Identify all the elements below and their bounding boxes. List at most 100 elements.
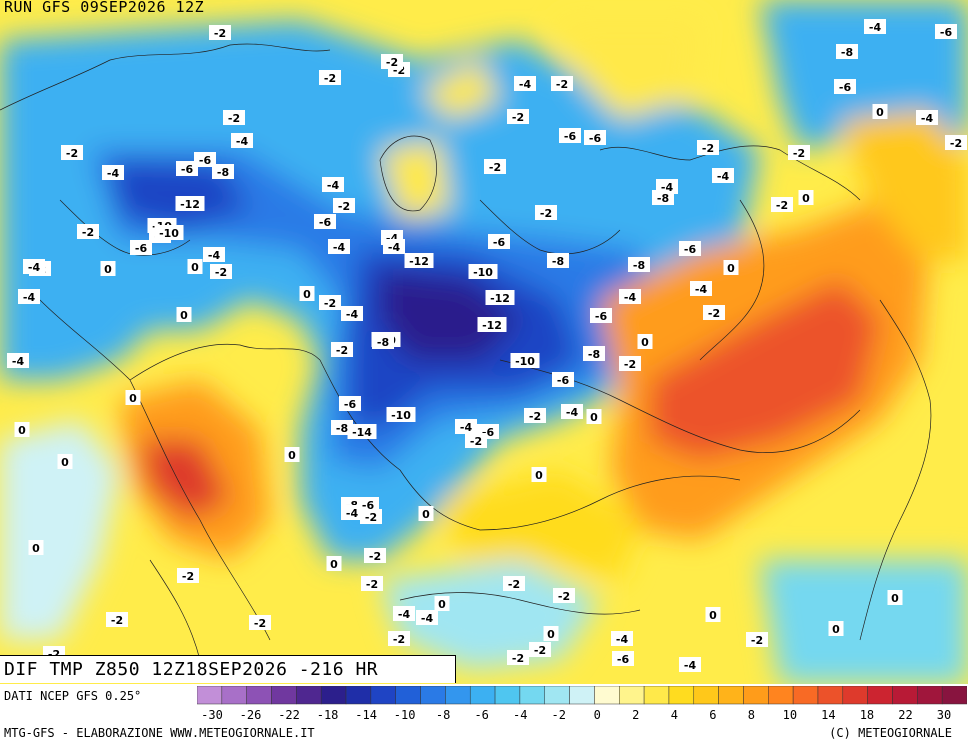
- contour-label: -6: [130, 240, 152, 255]
- contour-label-box: [386, 407, 416, 422]
- legend-tick-label: 8: [747, 708, 755, 722]
- contour-label-text: -2: [324, 72, 336, 85]
- contour-label-box: [210, 264, 232, 279]
- legend-swatch: [619, 685, 645, 705]
- contour-label-text: -2: [254, 617, 266, 630]
- contour-label: -2: [388, 631, 410, 646]
- contour-label: -6: [357, 497, 379, 512]
- contour-label-box: [798, 190, 814, 205]
- contour-label-text: 0: [832, 623, 840, 636]
- contour-label-box: [771, 197, 793, 212]
- contour-label: -8: [583, 346, 605, 361]
- contour-label-box: [357, 497, 379, 512]
- contour-label: -4: [328, 239, 350, 254]
- contour-label-box: [628, 257, 650, 272]
- contour-label-box: [679, 241, 701, 256]
- legend-tick-label: 18: [859, 708, 875, 722]
- contour-label-text: 0: [727, 262, 735, 275]
- contour-label: -6: [559, 128, 581, 143]
- contour-label-text: -4: [333, 241, 346, 254]
- contour-label: -12: [175, 196, 205, 211]
- contour-label: -6: [935, 24, 957, 39]
- contour-label-box: [333, 198, 355, 213]
- legend-tick-label: -18: [316, 708, 339, 722]
- contour-label-box: [393, 606, 415, 621]
- contour-label: -8: [628, 257, 650, 272]
- contour-label: 0: [637, 334, 653, 349]
- legend-tick-label: 14: [821, 708, 836, 722]
- contour-label-box: [561, 404, 583, 419]
- contour-label: 0: [28, 540, 44, 555]
- contour-label-box: [656, 179, 678, 194]
- contour-label: -8: [212, 164, 234, 179]
- contour-label: 0: [100, 261, 116, 276]
- contour-label-box: [552, 372, 574, 387]
- contour-label-text: -2: [624, 358, 636, 371]
- contour-label-text: -4: [460, 421, 473, 434]
- contour-label: -2: [223, 110, 245, 125]
- contour-label-box: [477, 317, 507, 332]
- legend-swatch: [668, 685, 695, 705]
- contour-label: -2: [106, 612, 128, 627]
- contour-label-box: [319, 70, 341, 85]
- contour-label: 0: [828, 621, 844, 636]
- legend-swatch: [370, 685, 396, 705]
- contour-label-text: 0: [303, 288, 311, 301]
- contour-label-text: 0: [288, 449, 296, 462]
- contour-label: -4: [23, 259, 45, 274]
- contour-label: -4: [416, 610, 438, 625]
- contour-label-text: -12: [482, 319, 502, 332]
- contour-label: -4: [679, 657, 701, 672]
- contour-label-text: -4: [421, 612, 434, 625]
- contour-label-box: [372, 334, 394, 349]
- contour-label-box: [679, 657, 701, 672]
- contour-label-text: 0: [32, 542, 40, 555]
- contour-label: -8: [547, 253, 569, 268]
- legend-swatch: [196, 685, 223, 705]
- legend-swatch: [320, 685, 347, 705]
- contour-label-text: -12: [490, 292, 510, 305]
- contour-label-text: 0: [129, 392, 137, 405]
- contour-label-box: [383, 239, 405, 254]
- contour-label-text: -8: [588, 348, 600, 361]
- contour-label-text: -4: [398, 608, 411, 621]
- contour-label: -4: [864, 19, 886, 34]
- contour-label-text: -10: [515, 355, 535, 368]
- contour-label-box: [319, 295, 341, 310]
- contour-label-text: -4: [684, 659, 697, 672]
- contour-label-text: -4: [346, 308, 359, 321]
- contour-label: -10: [154, 225, 184, 240]
- contour-label-text: -2: [386, 56, 398, 69]
- contour-label-text: -4: [236, 135, 249, 148]
- contour-label-text: -6: [617, 653, 630, 666]
- contour-label-text: -4: [624, 291, 637, 304]
- contour-label-text: 0: [438, 598, 446, 611]
- legend-tick-label: -6: [474, 708, 489, 722]
- contour-label-box: [510, 353, 540, 368]
- contour-label-text: -8: [552, 255, 564, 268]
- contour-label-text: -6: [589, 132, 602, 145]
- contour-label-text: -2: [534, 644, 546, 657]
- contour-label-box: [788, 145, 810, 160]
- contour-label: 0: [531, 467, 547, 482]
- contour-label-box: [381, 54, 403, 69]
- legend-swatch: [445, 685, 471, 705]
- legend-tick-label: -14: [355, 708, 377, 722]
- contour-label-box: [543, 626, 559, 641]
- legend-tick-label: -30: [201, 708, 223, 722]
- contour-label: 0: [57, 454, 73, 469]
- contour-label-box: [746, 632, 768, 647]
- legend-tick-label: 6: [709, 708, 717, 722]
- contour-label-box: [223, 110, 245, 125]
- contour-label-text: -2: [776, 199, 788, 212]
- contour-label: -8: [836, 44, 858, 59]
- contour-label: 0: [434, 596, 450, 611]
- contour-label-text: 0: [180, 309, 188, 322]
- contour-label-box: [872, 104, 888, 119]
- contour-label-text: -6: [557, 374, 570, 387]
- contour-label-box: [154, 225, 184, 240]
- contour-label: -2: [484, 159, 506, 174]
- legend-swatch: [594, 685, 620, 705]
- contour-label-text: -2: [950, 137, 962, 150]
- contour-label-box: [341, 306, 363, 321]
